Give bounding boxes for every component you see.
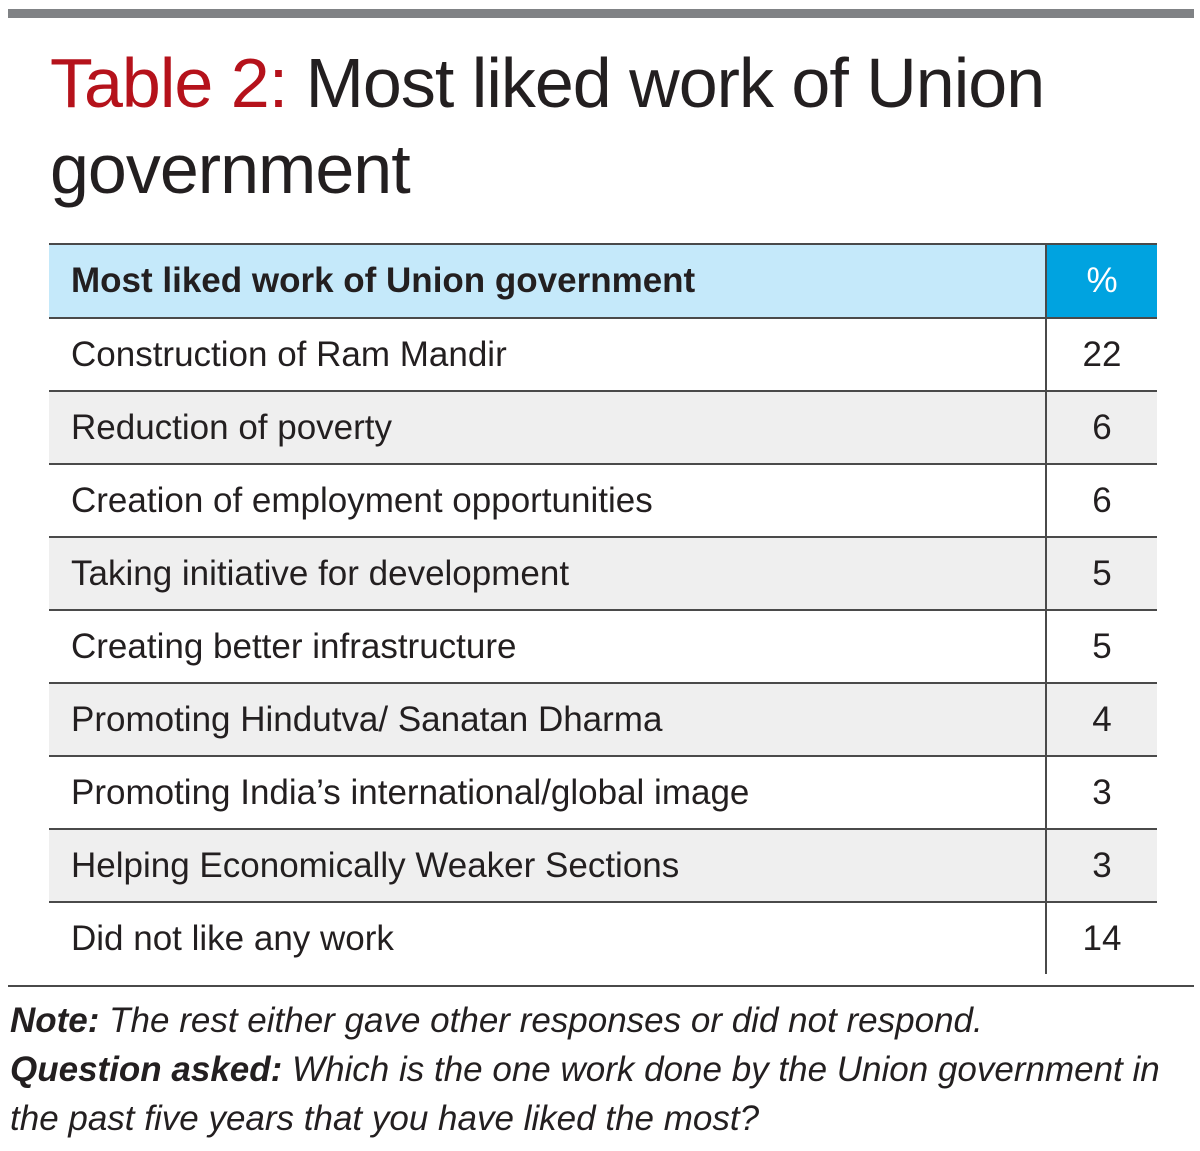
table-row: Did not like any work 14 bbox=[49, 902, 1157, 974]
row-percent-value: 6 bbox=[1045, 464, 1157, 538]
row-item-label: Promoting India’s international/global i… bbox=[49, 756, 1046, 830]
row-item-label: Helping Economically Weaker Sections bbox=[49, 829, 1046, 903]
table-row: Creating better infrastructure 5 bbox=[49, 610, 1157, 684]
notes: Note: The rest either gave other respons… bbox=[10, 996, 1190, 1143]
question-label: Question asked: bbox=[10, 1050, 283, 1089]
note-line: Note: The rest either gave other respons… bbox=[10, 996, 1190, 1045]
header-row: Most liked work of Union government % bbox=[49, 243, 1157, 319]
row-item-label: Construction of Ram Mandir bbox=[49, 318, 1046, 392]
row-percent-value: 6 bbox=[1045, 391, 1157, 465]
data-table: Most liked work of Union government % Co… bbox=[49, 243, 1157, 974]
top-rule bbox=[8, 9, 1194, 18]
table-row: Helping Economically Weaker Sections 3 bbox=[49, 829, 1157, 903]
question-text: Which is the one work done by the Union … bbox=[10, 1050, 1160, 1138]
question-line: Question asked: Which is the one work do… bbox=[10, 1045, 1190, 1143]
column-header-item: Most liked work of Union government bbox=[49, 243, 1046, 319]
table-title: Table 2: Most liked work of Union govern… bbox=[50, 40, 1170, 212]
note-label: Note: bbox=[10, 1001, 100, 1040]
table-row: Taking initiative for development 5 bbox=[49, 537, 1157, 611]
table-number-label: Table 2: bbox=[50, 44, 288, 122]
column-header-percent: % bbox=[1045, 243, 1157, 319]
table-body: Construction of Ram Mandir 22 Reduction of… bbox=[49, 318, 1157, 974]
row-percent-value: 14 bbox=[1045, 902, 1157, 974]
row-item-label: Creating better infrastructure bbox=[49, 610, 1046, 684]
bottom-rule bbox=[8, 985, 1194, 987]
table-row: Promoting India’s international/global i… bbox=[49, 756, 1157, 830]
row-item-label: Taking initiative for development bbox=[49, 537, 1046, 611]
table-row: Promoting Hindutva/ Sanatan Dharma 4 bbox=[49, 683, 1157, 757]
row-percent-value: 5 bbox=[1045, 610, 1157, 684]
row-percent-value: 3 bbox=[1045, 829, 1157, 903]
row-percent-value: 3 bbox=[1045, 756, 1157, 830]
table-row: Reduction of poverty 6 bbox=[49, 391, 1157, 465]
table-title-text: Most liked work of Union government bbox=[50, 44, 1045, 208]
row-item-label: Reduction of poverty bbox=[49, 391, 1046, 465]
row-percent-value: 22 bbox=[1045, 318, 1157, 392]
note-text: The rest either gave other responses or … bbox=[109, 1001, 983, 1040]
row-item-label: Did not like any work bbox=[49, 902, 1046, 974]
table-row: Creation of employment opportunities 6 bbox=[49, 464, 1157, 538]
row-item-label: Promoting Hindutva/ Sanatan Dharma bbox=[49, 683, 1046, 757]
row-item-label: Creation of employment opportunities bbox=[49, 464, 1046, 538]
table-row: Construction of Ram Mandir 22 bbox=[49, 318, 1157, 392]
row-percent-value: 4 bbox=[1045, 683, 1157, 757]
row-percent-value: 5 bbox=[1045, 537, 1157, 611]
